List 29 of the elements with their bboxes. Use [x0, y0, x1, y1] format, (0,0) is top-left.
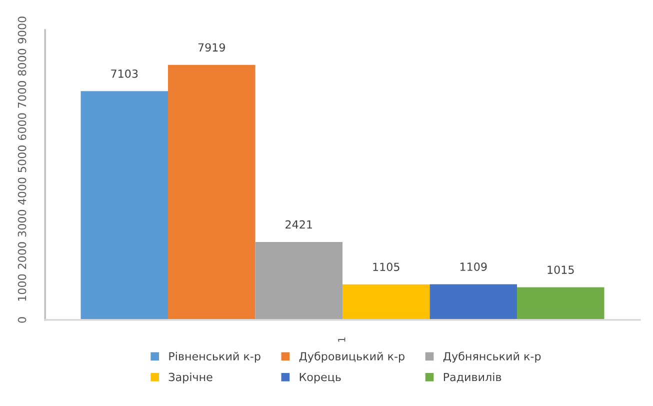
x-tick-label: 1	[338, 337, 346, 342]
y-tick-label: 4000	[18, 178, 26, 205]
legend-label: Рівненський к-р	[169, 352, 260, 363]
y-tick-label: 9000	[18, 16, 26, 44]
data-label: 1109	[460, 262, 487, 271]
y-tick-label: 3000	[18, 210, 26, 237]
y-tick-label: 8000	[18, 48, 26, 76]
data-label: 7919	[198, 43, 225, 52]
bar	[255, 242, 342, 320]
data-label: 1015	[548, 266, 574, 274]
legend-label: Зарічне	[168, 372, 212, 384]
bar	[168, 64, 256, 320]
y-tick-label: 6000	[18, 113, 26, 140]
legend-label: Дубнянський к-р	[443, 352, 541, 363]
data-label: 7103	[111, 69, 138, 78]
data-label: 1105	[373, 262, 400, 272]
legend-label: Корець	[300, 372, 341, 384]
y-tick-label: 5000	[18, 145, 26, 172]
y-tick-label: 1000	[18, 274, 26, 301]
bar	[80, 91, 168, 320]
legend-label: Радивилів	[444, 372, 502, 383]
data-label: 2421	[286, 220, 312, 229]
bar	[430, 284, 517, 320]
y-tick-label: 2000	[18, 242, 26, 269]
bar	[342, 284, 430, 320]
legend-label: Дубровицький к-р	[299, 352, 404, 363]
y-tick-label: 7000	[18, 81, 26, 108]
y-tick-label: 0	[18, 317, 26, 323]
bar	[517, 287, 604, 320]
